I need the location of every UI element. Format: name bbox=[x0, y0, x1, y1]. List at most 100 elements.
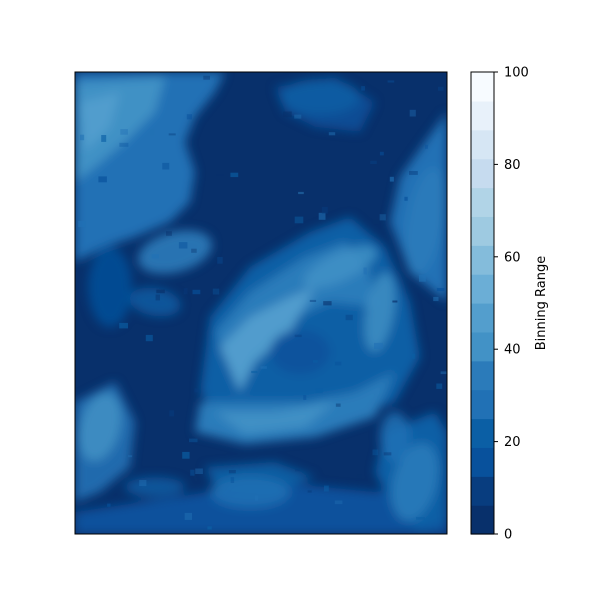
heatmap-region bbox=[88, 247, 132, 327]
heatmap-cell bbox=[298, 191, 304, 195]
heatmap-region bbox=[380, 412, 410, 462]
colorbar-band bbox=[471, 245, 494, 275]
heatmap-cell bbox=[315, 388, 323, 394]
heatmap-cell bbox=[345, 314, 353, 321]
heatmap-region bbox=[364, 272, 396, 352]
heatmap-cell bbox=[312, 360, 318, 363]
heatmap-cell bbox=[178, 242, 188, 249]
heatmap-cell bbox=[228, 470, 236, 474]
heatmap-cell bbox=[184, 512, 192, 520]
heatmap-cell bbox=[109, 155, 113, 160]
colorbar-band bbox=[471, 447, 494, 477]
heatmap-cell bbox=[416, 517, 425, 520]
heatmap-cell bbox=[230, 172, 239, 178]
heatmap-region bbox=[210, 476, 290, 508]
heatmap-cell bbox=[212, 288, 220, 295]
heatmap-cell bbox=[433, 296, 439, 302]
heatmap-region bbox=[280, 79, 360, 115]
heatmap-cell bbox=[334, 500, 343, 505]
heatmap-cell bbox=[440, 371, 447, 375]
heatmap-cell bbox=[409, 109, 416, 117]
heatmap-cell bbox=[98, 176, 107, 183]
heatmap-cell bbox=[324, 485, 329, 492]
heatmap-cell bbox=[374, 342, 383, 349]
plot-frame bbox=[74, 71, 448, 535]
colorbar-band bbox=[471, 158, 494, 189]
heatmap-cell bbox=[425, 144, 428, 149]
heatmap-cell bbox=[399, 461, 403, 467]
heatmap-cell bbox=[372, 449, 379, 456]
colorbar-band bbox=[471, 100, 494, 131]
heatmap-cell bbox=[361, 86, 365, 91]
heatmap-cell bbox=[183, 288, 188, 295]
heatmap-cell bbox=[78, 221, 86, 228]
heatmap-region bbox=[391, 442, 439, 522]
heatmap-cell bbox=[150, 129, 155, 136]
colorbar-band bbox=[471, 505, 494, 535]
colorbar-band bbox=[471, 418, 494, 448]
colorbar-band bbox=[471, 476, 494, 506]
heatmap-cell bbox=[190, 469, 195, 476]
heatmap-cell bbox=[182, 451, 190, 459]
heatmap-cell bbox=[120, 129, 128, 135]
colorbar-band bbox=[471, 129, 494, 160]
heatmap-cell bbox=[119, 322, 128, 329]
heatmap-cell bbox=[139, 480, 147, 487]
heatmap-region bbox=[75, 482, 447, 534]
colorbar-band bbox=[471, 187, 494, 217]
heatmap-cell bbox=[156, 289, 165, 294]
heatmap-cell bbox=[392, 300, 398, 303]
heatmap-region bbox=[78, 392, 122, 462]
heatmap-region bbox=[220, 287, 315, 392]
heatmap-cell bbox=[230, 477, 235, 483]
heatmap-cell bbox=[436, 383, 443, 389]
heatmap-cell bbox=[374, 388, 379, 395]
heatmap-cell bbox=[101, 135, 107, 142]
heatmap-cell bbox=[334, 361, 342, 366]
colorbar-band bbox=[471, 72, 494, 102]
colorbar-band bbox=[471, 331, 494, 362]
heatmap-cell bbox=[283, 111, 292, 118]
colorbar-tick-label: 20 bbox=[504, 435, 521, 450]
heatmap-cell bbox=[203, 75, 210, 80]
heatmap-cell bbox=[145, 334, 153, 342]
heatmap-cell bbox=[328, 132, 336, 136]
heatmap-field bbox=[75, 72, 447, 534]
heatmap-cell bbox=[379, 151, 384, 156]
colorbar-tick-label: 60 bbox=[504, 250, 521, 265]
heatmap-cell bbox=[323, 301, 332, 306]
heatmap-cell bbox=[107, 503, 111, 507]
colorbar-band bbox=[471, 303, 494, 333]
heatmap-cell bbox=[216, 173, 224, 177]
heatmap-cell bbox=[162, 162, 170, 170]
heatmap-cell bbox=[195, 468, 203, 474]
heatmap-cell bbox=[379, 214, 386, 221]
colorbar-tick-label: 100 bbox=[504, 66, 529, 81]
heatmap-region bbox=[215, 402, 335, 434]
colorbar-band bbox=[471, 274, 494, 304]
heatmap-cell bbox=[191, 248, 197, 253]
heatmap-region bbox=[129, 287, 181, 317]
heatmap-cell bbox=[438, 86, 444, 91]
heatmap-cell bbox=[128, 455, 133, 458]
heatmap-cell bbox=[294, 114, 302, 119]
heatmap-cell bbox=[310, 459, 315, 466]
colorbar-band bbox=[471, 389, 494, 420]
heatmap-cell bbox=[387, 80, 395, 83]
colorbar-band bbox=[471, 216, 494, 246]
heatmap-region bbox=[125, 477, 185, 497]
heatmap-cell bbox=[372, 219, 379, 225]
colorbar-band bbox=[471, 360, 494, 391]
heatmap-cell bbox=[194, 388, 200, 393]
colorbar-frame bbox=[470, 71, 495, 535]
heatmap-cell bbox=[419, 274, 426, 282]
heatmap-region bbox=[270, 330, 330, 374]
heatmap-cell bbox=[260, 366, 267, 369]
colorbar-tick-label: 80 bbox=[504, 158, 521, 173]
heatmap-cell bbox=[255, 495, 259, 501]
colorbar bbox=[471, 72, 494, 535]
heatmap-region bbox=[80, 92, 120, 152]
heatmap-cell bbox=[309, 299, 317, 302]
heatmap-cell bbox=[321, 206, 328, 214]
